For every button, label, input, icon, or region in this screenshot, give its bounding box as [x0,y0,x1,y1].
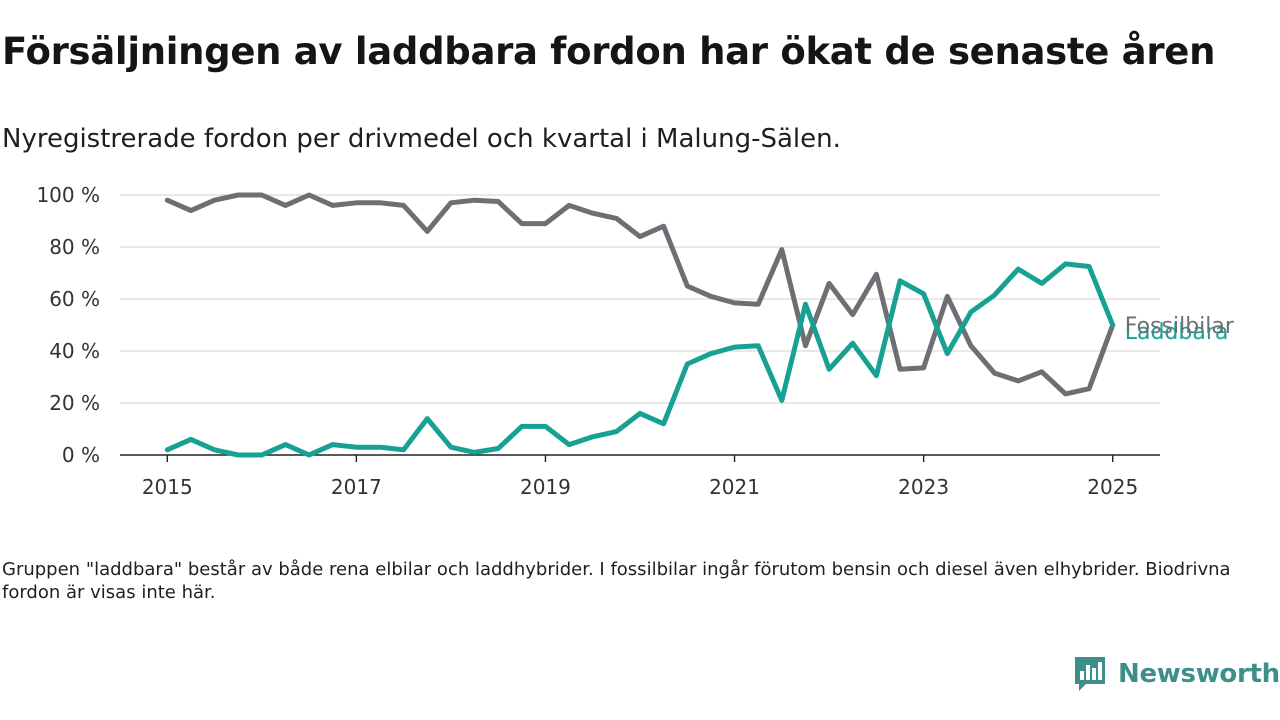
newsworthy-logo-icon [1075,657,1105,691]
axes: 0 % 20 % 40 % 60 % 80 % 100 % 2015 2017 2019 2021… [36,183,1160,499]
y-tick-label: 100 % [36,183,100,207]
chart-title: Försäljningen av laddbara fordon har öka… [2,30,1216,73]
series-label-laddbara: Laddbara [1125,320,1229,345]
series-lines [164,192,1116,458]
series-line-fossilbilar [164,192,1116,397]
series-label-fossilbilar: Fossilbilar [1125,314,1235,339]
grid-lines [120,194,1160,404]
brand-name: Newsworthy [1118,659,1280,689]
y-tick-label: 40 % [49,339,100,363]
x-tick-label: 2017 [331,475,382,499]
chart-subtitle: Nyregistrerade fordon per drivmedel och … [2,124,841,154]
x-tick-label: 2015 [142,475,193,499]
series-line-laddbara [164,261,1116,458]
line-chart: 0 % 20 % 40 % 60 % 80 % 100 % 2015 2017 2019 2021… [36,183,1235,499]
brand-logo: Newsworthy [1072,654,1280,694]
y-tick-label: 0 % [62,443,100,467]
x-tick-label: 2021 [709,475,760,499]
y-tick-label: 60 % [49,287,100,311]
x-tick-label: 2025 [1087,475,1138,499]
footnote: Gruppen "laddbara" består av både rena e… [2,559,1231,604]
y-tick-label: 20 % [49,391,100,415]
y-tick-label: 80 % [49,235,100,259]
x-tick-label: 2019 [520,475,571,499]
x-tick-label: 2023 [898,475,949,499]
